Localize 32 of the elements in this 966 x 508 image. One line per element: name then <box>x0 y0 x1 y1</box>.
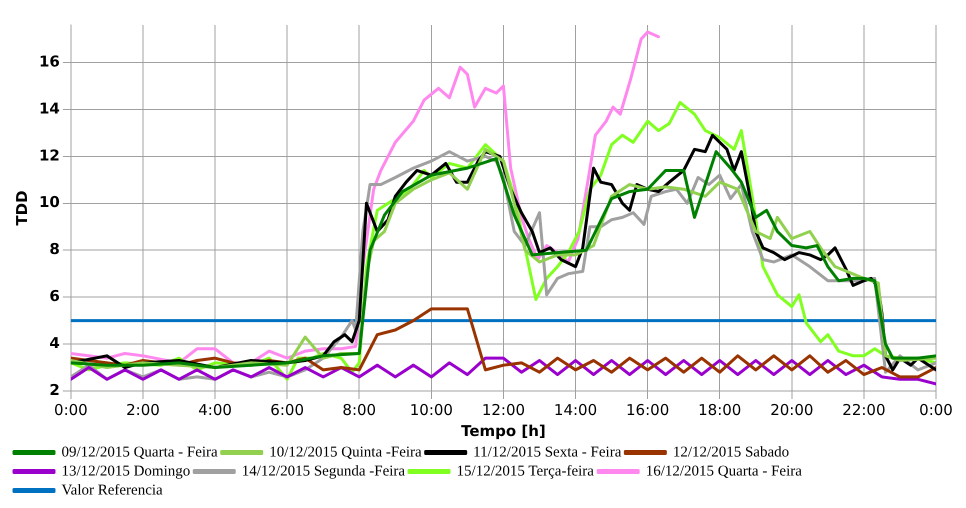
x-tick-label: 16:00 <box>626 400 670 419</box>
legend-label: 14/12/2015 Segunda -Feira <box>242 463 406 480</box>
y-tick-label: 8 <box>49 240 60 258</box>
y-tick-label: 12 <box>39 146 60 164</box>
legend-label: Valor Referencia <box>62 482 164 498</box>
y-tick-label: 14 <box>39 99 60 118</box>
y-tick-label: 4 <box>49 334 60 352</box>
legend-label: 15/12/2015 Terça-feira <box>456 463 594 480</box>
x-tick-label: 22:00 <box>842 400 886 419</box>
x-tick-label: 12:00 <box>482 400 526 419</box>
x-tick-label: 14:00 <box>554 400 598 419</box>
y-tick-label: 2 <box>49 380 60 399</box>
y-axis-title: TDD <box>12 190 31 226</box>
legend-label: 11/12/2015 Sexta - Feira <box>473 444 622 460</box>
x-tick-label: 4:00 <box>198 400 232 419</box>
x-tick-label: 10:00 <box>410 400 453 419</box>
x-tick-label: 20:00 <box>770 400 814 419</box>
x-tick-label: 0:00 <box>919 400 953 419</box>
y-tick-label: 6 <box>49 287 60 306</box>
x-tick-label: 2:00 <box>126 400 160 419</box>
x-tick-label: 6:00 <box>270 400 304 419</box>
legend-label: 12/12/2015 Sabado <box>672 444 790 460</box>
legend-label: 16/12/2015 Quarta - Feira <box>646 463 802 480</box>
legend-label: 09/12/2015 Quarta - Feira <box>62 444 218 460</box>
y-tick-label: 16 <box>39 52 60 70</box>
x-axis-title: Tempo [h] <box>461 422 546 440</box>
legend-label: 10/12/2015 Quinta -Feira <box>269 444 422 460</box>
x-tick-label: 8:00 <box>342 400 376 419</box>
x-tick-label: 18:00 <box>698 400 742 419</box>
x-tick-label: 0:00 <box>54 400 88 419</box>
y-tick-label: 10 <box>39 193 60 212</box>
legend-label: 13/12/2015 Domingo <box>62 463 190 480</box>
